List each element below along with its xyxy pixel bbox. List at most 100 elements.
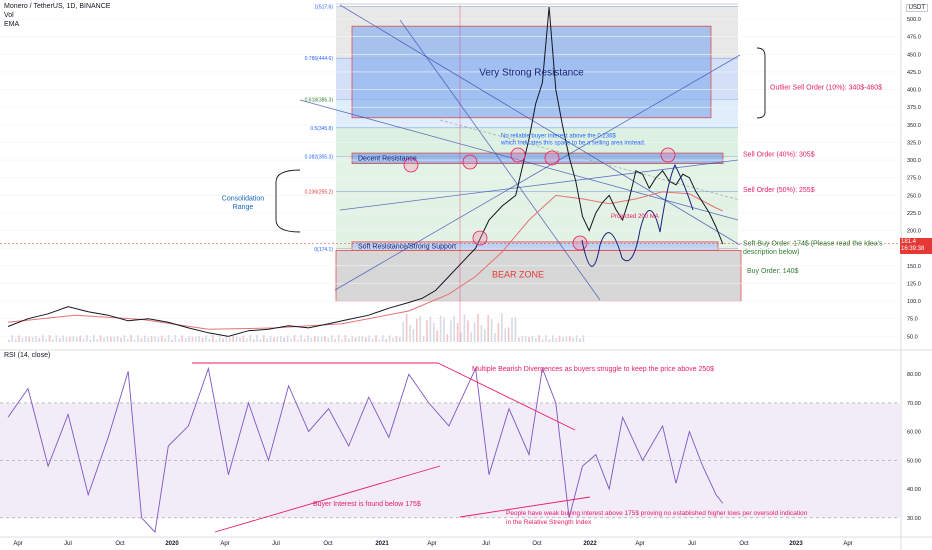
volume-bar: [137, 335, 139, 342]
divergence-line: [437, 362, 576, 431]
x-axis-tick: 2021: [375, 541, 389, 547]
volume-bar: [11, 335, 13, 342]
volume-bar: [524, 336, 527, 342]
x-axis-tick: Apr: [427, 541, 436, 547]
volume-bar: [52, 339, 54, 342]
volume-bar: [181, 335, 183, 342]
volume-bar: [103, 337, 105, 342]
volume-bar: [8, 340, 10, 342]
annotation-labels: 1(517.6) 0.786(444.6) 0.618(386.3) 0.5(345.…: [222, 5, 883, 526]
volume-bar: [290, 338, 292, 342]
volume-bar: [195, 336, 197, 342]
volume-bar: [62, 335, 64, 342]
volume-bar: [48, 335, 51, 342]
volume-bar: [286, 335, 289, 342]
consolidation-bracket: [275, 169, 301, 233]
volume-bar: [45, 339, 47, 342]
fib-level-label: 0.786(444.6): [305, 56, 334, 62]
volume-bar: [212, 335, 214, 342]
volume-bar: [538, 335, 540, 342]
projection-path: [581, 163, 694, 267]
volume-bar: [324, 335, 326, 342]
volume-bar: [521, 336, 523, 342]
rsi-annotation: Buyer Interest is found below 175$: [313, 501, 421, 508]
price-annotation: which indicates this space to be a selli…: [500, 141, 646, 147]
symbol-title: Monero / TetherUS, 1D, BINANCE: [4, 3, 111, 10]
volume-bar: [232, 336, 234, 342]
volume-bar: [480, 325, 483, 342]
volume-bar: [157, 337, 160, 342]
volume-bar: [548, 339, 551, 342]
volume-bar: [164, 338, 166, 342]
volume-bar: [184, 337, 187, 342]
rsi-annotation: Multiple Bearish Divergences as buyers s…: [472, 366, 714, 373]
volume-bar: [303, 338, 306, 342]
x-axis-tick: Oct: [323, 541, 333, 547]
volume-bar: [460, 332, 462, 342]
volume-bar: [443, 317, 445, 342]
trendline: [334, 54, 741, 291]
volume-bar: [494, 333, 496, 342]
price-axis-tick: 400.0: [907, 88, 921, 94]
x-axis-tick: Oct: [532, 541, 542, 547]
price-axis-tick: 75.0: [907, 317, 918, 323]
volume-bar: [127, 339, 129, 342]
volume-bar: [541, 339, 544, 342]
volume-bar: [528, 336, 530, 342]
volume-bar: [18, 335, 20, 342]
rsi-axis-tick: 80.00: [907, 372, 921, 378]
volume-bar: [497, 323, 500, 342]
rsi-axis-tick: 70.00: [907, 401, 921, 407]
price-annotation: Sell Order (50%): 255$: [743, 187, 815, 194]
volume-bar: [252, 339, 255, 342]
volume-bar: [222, 338, 224, 342]
volume-bar: [208, 338, 211, 342]
volume-bar: [86, 335, 88, 342]
x-axis-tick: 2022: [583, 541, 597, 547]
trendline: [439, 119, 741, 201]
fib-band: [336, 127, 738, 157]
volume-bar: [392, 337, 394, 342]
volume-bar: [405, 313, 408, 342]
price-axis-tick: 425.0: [907, 70, 921, 76]
price-annotation: No reliable buyer interest above the 0.2…: [501, 134, 616, 140]
volume-bar: [215, 339, 217, 342]
price-annotation: Consolidation: [222, 195, 265, 202]
volume-bar: [273, 336, 275, 342]
volume-bar: [552, 335, 554, 342]
volume-bar: [412, 329, 415, 342]
pattern-circle: [544, 150, 560, 166]
volume-bar: [123, 335, 126, 342]
volume-bar: [341, 339, 343, 342]
volume-bar: [450, 320, 452, 342]
zone-rect: [335, 249, 742, 302]
volume-bar: [14, 338, 17, 342]
volume-bar: [150, 336, 153, 342]
volume-bar: [259, 339, 262, 342]
price-axis-tick: 375.0: [907, 105, 921, 111]
price-axis-tick: 300.0: [907, 158, 921, 164]
price-axis-tick: 150.0: [907, 264, 921, 270]
volume-bar: [334, 339, 336, 342]
fib-level-label: 1(517.6): [314, 5, 333, 11]
volume-bar: [433, 323, 435, 342]
price-annotation: Sell Order (40%): 305$: [743, 152, 815, 159]
volume-bar: [229, 337, 231, 342]
volume-bar: [96, 338, 98, 342]
volume-bar: [113, 336, 115, 342]
price-annotation: Buy Order: 140$: [747, 268, 798, 275]
volume-bar: [201, 337, 204, 342]
x-axis-tick: 2020: [165, 541, 179, 547]
rsi-axis-tick: 40.00: [907, 487, 921, 493]
currency-badge[interactable]: USDT: [905, 4, 928, 12]
volume-bar: [310, 337, 313, 342]
volume-bar: [555, 338, 557, 342]
volume-bar: [558, 335, 561, 342]
volume-bar: [161, 335, 163, 342]
volume-bar: [463, 314, 466, 342]
volume-bar: [242, 335, 245, 342]
x-axis-tick: Apr: [13, 541, 22, 547]
volume-bar: [130, 335, 132, 342]
volume-bar: [314, 335, 316, 342]
